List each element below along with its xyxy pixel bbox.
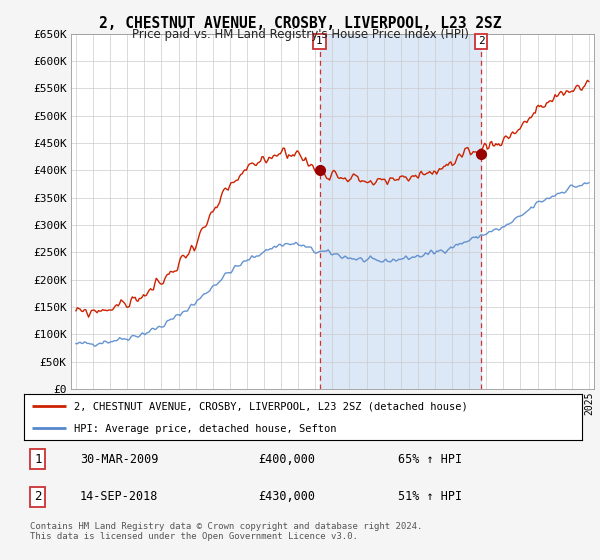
Text: Price paid vs. HM Land Registry's House Price Index (HPI): Price paid vs. HM Land Registry's House …: [131, 28, 469, 41]
Text: 2, CHESTNUT AVENUE, CROSBY, LIVERPOOL, L23 2SZ: 2, CHESTNUT AVENUE, CROSBY, LIVERPOOL, L…: [99, 16, 501, 31]
Text: HPI: Average price, detached house, Sefton: HPI: Average price, detached house, Seft…: [74, 423, 337, 433]
Text: 51% ↑ HPI: 51% ↑ HPI: [398, 491, 462, 503]
Text: Contains HM Land Registry data © Crown copyright and database right 2024.
This d: Contains HM Land Registry data © Crown c…: [30, 522, 422, 542]
Bar: [320, 34, 481, 389]
Text: 14-SEP-2018: 14-SEP-2018: [80, 491, 158, 503]
Text: 2: 2: [34, 491, 42, 503]
Text: 2, CHESTNUT AVENUE, CROSBY, LIVERPOOL, L23 2SZ (detached house): 2, CHESTNUT AVENUE, CROSBY, LIVERPOOL, L…: [74, 402, 468, 412]
Text: £430,000: £430,000: [259, 491, 316, 503]
Text: 65% ↑ HPI: 65% ↑ HPI: [398, 452, 462, 465]
Text: £400,000: £400,000: [259, 452, 316, 465]
Text: 1: 1: [34, 452, 42, 465]
Text: 2: 2: [478, 36, 485, 46]
Text: 30-MAR-2009: 30-MAR-2009: [80, 452, 158, 465]
Text: 1: 1: [316, 36, 323, 46]
